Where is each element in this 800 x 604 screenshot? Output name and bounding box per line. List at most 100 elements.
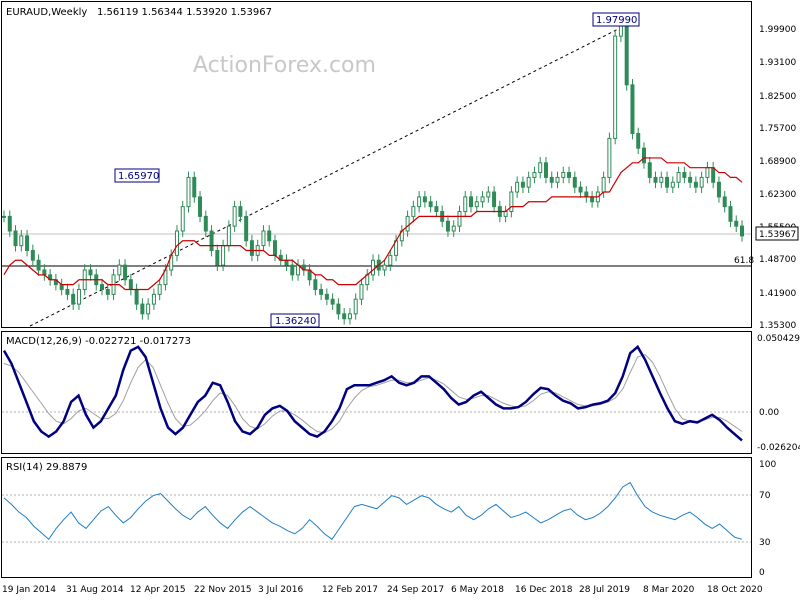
annotation-text: 1.97990 [596,15,637,26]
price-candle [347,313,352,320]
x-tick: 31 Aug 2014 [66,585,124,595]
price-candle [290,264,295,276]
price-candle [457,211,462,227]
price-candle [676,172,681,183]
macd-tick: 0.00 [759,408,779,418]
x-tick: 12 Feb 2017 [322,585,378,595]
price-candle [665,176,670,188]
price-candle [422,196,427,203]
price-candle [641,147,646,164]
price-candle [555,176,560,183]
price-candle [319,288,324,295]
price-tick: 1.99900 [759,25,796,35]
price-candle [76,288,81,305]
price-candle [590,196,595,203]
price-candle [128,279,133,290]
price-candle [244,215,249,242]
annotation-low-2017: 1.36240 [270,313,320,328]
price-candle [659,176,664,183]
price-candle [100,284,105,290]
price-candle [36,259,41,271]
price-candle [520,181,525,188]
price-candle [19,235,24,247]
rsi-tick: 0 [759,568,765,578]
price-candle [330,298,335,305]
price-candle [549,176,554,183]
price-candle [382,264,387,271]
annotation-text: 1.65970 [118,171,159,182]
rsi-panel-frame [1,457,752,578]
price-candle [486,191,491,198]
price-candle [526,176,531,188]
price-candle [515,181,520,193]
price-candle [203,215,208,232]
fib-label: 61.8 [734,256,754,266]
price-candle [607,137,612,178]
price-candle [123,264,128,281]
price-tick: 1.48700 [759,255,796,265]
x-tick: 16 Dec 2018 [515,585,573,595]
price-candle [151,293,156,305]
price-tick: 1.93100 [759,58,796,68]
x-axis: 19 Jan 2014 31 Aug 2014 12 Apr 2015 22 N… [2,585,763,595]
price-candle [272,240,277,256]
price-candle [105,288,110,295]
price-candle [232,206,237,227]
price-candle [267,230,272,242]
current-price-text: 1.53967 [759,230,796,240]
price-y-axis: 1.99900 1.93100 1.82500 1.75700 1.68900 … [759,25,796,331]
price-candle [353,298,358,315]
rsi-tick: 100 [759,460,776,470]
price-candle [509,191,514,213]
price-candle [13,230,18,247]
macd-label: MACD(12,26,9) -0.022721 -0.017273 [6,336,191,347]
price-candle [469,196,474,208]
price-candle [65,288,70,295]
x-tick: 19 Jan 2014 [2,585,56,595]
macd-y-axis: 0.050429 0.00 -0.026204 [757,334,800,453]
price-candle [480,196,485,203]
current-price-tag: 1.53967 [755,226,799,241]
price-tick: 1.41900 [759,289,796,299]
watermark: ActionForex.com [193,53,376,78]
price-candle [688,176,693,183]
rsi-tick: 70 [759,491,771,501]
price-candle [693,181,698,188]
price-candle [647,162,652,178]
price-candle [117,264,122,276]
price-candle [584,191,589,198]
price-candle [209,230,214,252]
price-candle [324,293,329,300]
price-candle [7,215,12,232]
price-candle [42,269,47,276]
x-tick: 18 Oct 2020 [707,585,763,595]
price-candle [722,196,727,208]
macd-signal-line [3,353,743,434]
annotation-text: 1.36240 [275,316,316,327]
x-tick: 3 Jul 2016 [258,585,303,595]
price-panel-frame [1,1,752,328]
symbol-timeframe: EURAUD,Weekly [6,7,87,18]
x-tick: 24 Sep 2017 [387,585,444,595]
price-candle [88,269,93,276]
annotation-box [592,12,640,27]
price-candle [624,20,629,86]
price-candle [734,220,739,227]
macd-main-line [2,344,743,442]
price-candle [613,35,618,139]
moving-average-line [3,157,743,291]
x-tick: 22 Nov 2015 [194,585,252,595]
price-tick: 1.68900 [759,157,796,167]
price-candle [538,162,543,174]
price-candle [180,206,185,232]
price-candle [578,186,583,193]
price-tick: 1.75700 [759,124,796,134]
price-candle [59,284,64,290]
price-candle [221,245,226,266]
price-candle [30,250,35,261]
price-candle [215,250,220,266]
price-candle [174,230,179,256]
price-candle [186,176,191,208]
